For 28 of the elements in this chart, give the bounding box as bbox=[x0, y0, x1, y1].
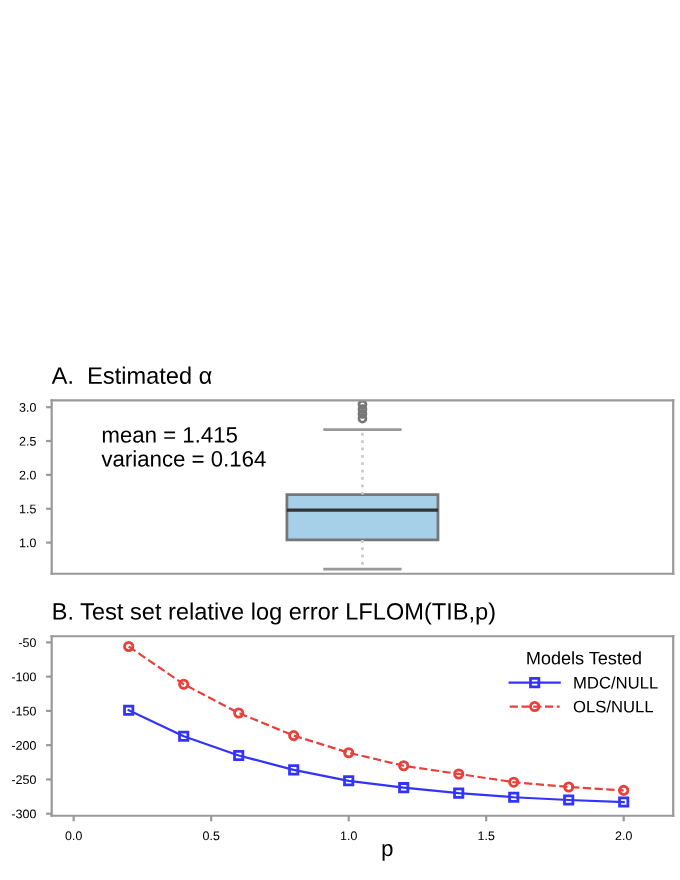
x-axis-title: p bbox=[382, 844, 393, 861]
point bbox=[563, 794, 575, 806]
point bbox=[178, 730, 190, 742]
point bbox=[453, 768, 465, 780]
chart-title: B. Test set relative log error LFLOM(TIB,p) bbox=[53, 602, 495, 625]
point bbox=[123, 704, 135, 716]
point bbox=[508, 791, 520, 803]
point bbox=[288, 730, 300, 742]
point bbox=[233, 749, 245, 762]
point bbox=[288, 764, 300, 776]
legend-label: MDC/NULL bbox=[574, 676, 658, 689]
point bbox=[508, 776, 520, 788]
point bbox=[453, 787, 465, 799]
point bbox=[233, 707, 245, 719]
point bbox=[398, 782, 410, 794]
legend-label: OLS/NULL bbox=[573, 700, 654, 713]
annotation: mean = 1.415 bbox=[102, 427, 237, 443]
point bbox=[178, 678, 190, 690]
point bbox=[398, 760, 410, 772]
point bbox=[618, 784, 630, 796]
point bbox=[618, 796, 630, 808]
chart-title: A. Estimated α bbox=[51, 366, 212, 384]
point bbox=[123, 640, 135, 653]
legend-title: Models Tested bbox=[527, 651, 641, 665]
point bbox=[563, 781, 575, 793]
point bbox=[343, 747, 355, 759]
point bbox=[343, 775, 355, 787]
annotation: variance = 0.164 bbox=[101, 450, 266, 467]
